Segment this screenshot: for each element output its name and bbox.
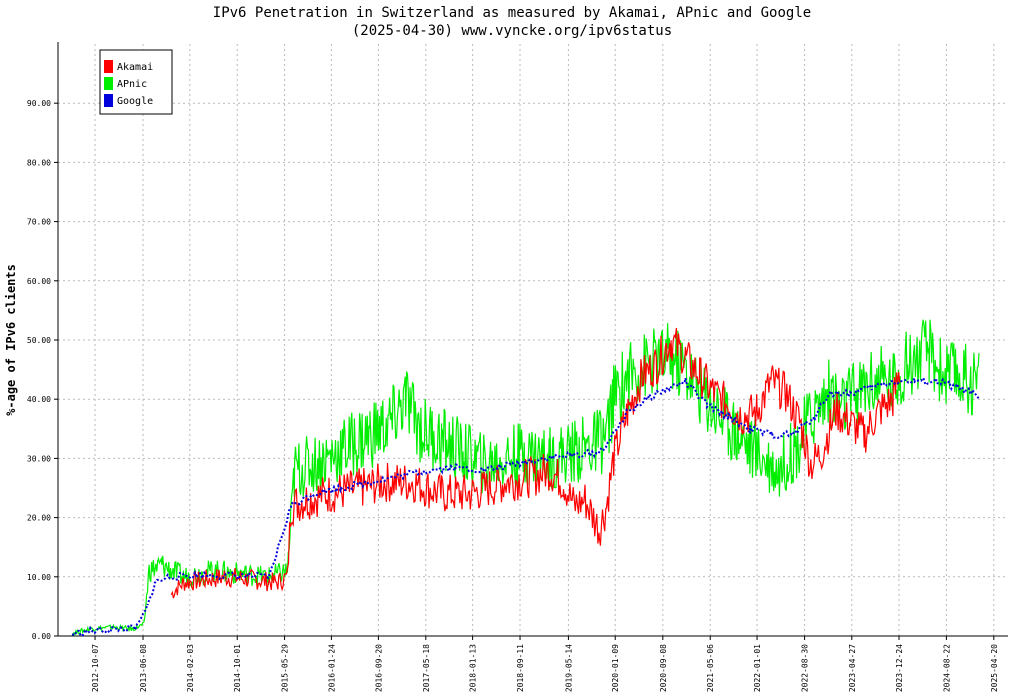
y-tick-label: 10.00	[27, 573, 51, 582]
x-tick-label: 2019-05-14	[564, 644, 573, 692]
y-tick-label: 50.00	[27, 336, 51, 345]
axes: 0.00 10.00 20.00 30.00 40.00 50.00 60.00 70.00 8…	[27, 42, 1008, 692]
chart-subtitle: (2025-04-30) www.vyncke.org/ipv6status	[351, 23, 673, 39]
series-akamai-line	[170, 327, 901, 599]
y-tick-label: 60.00	[27, 277, 51, 286]
y-tick-label: 70.00	[27, 218, 51, 227]
chart-title: IPv6 Penetration in Switzerland as measu…	[212, 5, 812, 21]
y-tick-label: 90.00	[27, 99, 51, 108]
legend-label-google: Google	[117, 96, 153, 107]
series-lines	[71, 319, 980, 638]
x-tick-label: 2022-01-01	[753, 644, 762, 692]
x-tick-label: 2020-09-08	[659, 644, 668, 692]
y-tick-label: 40.00	[27, 395, 51, 404]
y-tick-label: 30.00	[27, 454, 51, 463]
legend-swatch-google	[104, 94, 113, 107]
x-tick-label: 2023-12-24	[895, 644, 904, 692]
x-tick-label: 2016-09-20	[374, 644, 383, 692]
x-tick-label: 2025-04-20	[990, 644, 999, 692]
x-tick-label: 2014-10-01	[233, 644, 242, 692]
series-apnic-line	[71, 319, 980, 637]
x-tick-label: 2013-06-08	[139, 644, 148, 692]
legend: Akamai APnic Google	[99, 49, 173, 115]
series-google-line	[71, 375, 980, 638]
x-tick-label: 2024-08-22	[942, 644, 951, 692]
x-tick-label: 2022-08-30	[801, 644, 810, 692]
x-tick-label: 2018-01-13	[469, 644, 478, 692]
x-tick-label: 2018-09-11	[516, 644, 525, 692]
x-tick-label: 2016-01-24	[327, 644, 336, 692]
legend-label-apnic: APnic	[117, 79, 147, 90]
y-tick-label: 20.00	[27, 514, 51, 523]
x-tick-label: 2017-05-18	[422, 644, 431, 692]
legend-label-akamai: Akamai	[117, 62, 153, 73]
legend-swatch-apnic	[104, 77, 113, 90]
grid	[58, 44, 1008, 636]
x-tick-label: 2015-05-29	[281, 644, 290, 692]
x-tick-label: 2012-10-07	[91, 644, 100, 692]
x-tick-label: 2020-01-09	[611, 644, 620, 692]
x-tick-label: 2023-04-27	[848, 644, 857, 692]
x-tick-label: 2014-02-03	[186, 644, 195, 692]
x-tick-label: 2021-05-06	[706, 644, 715, 692]
y-axis-label: %-age of IPv6 clients	[4, 264, 18, 416]
y-tick-label: 80.00	[27, 158, 51, 167]
y-tick-label: 0.00	[32, 632, 51, 641]
legend-swatch-akamai	[104, 60, 113, 73]
